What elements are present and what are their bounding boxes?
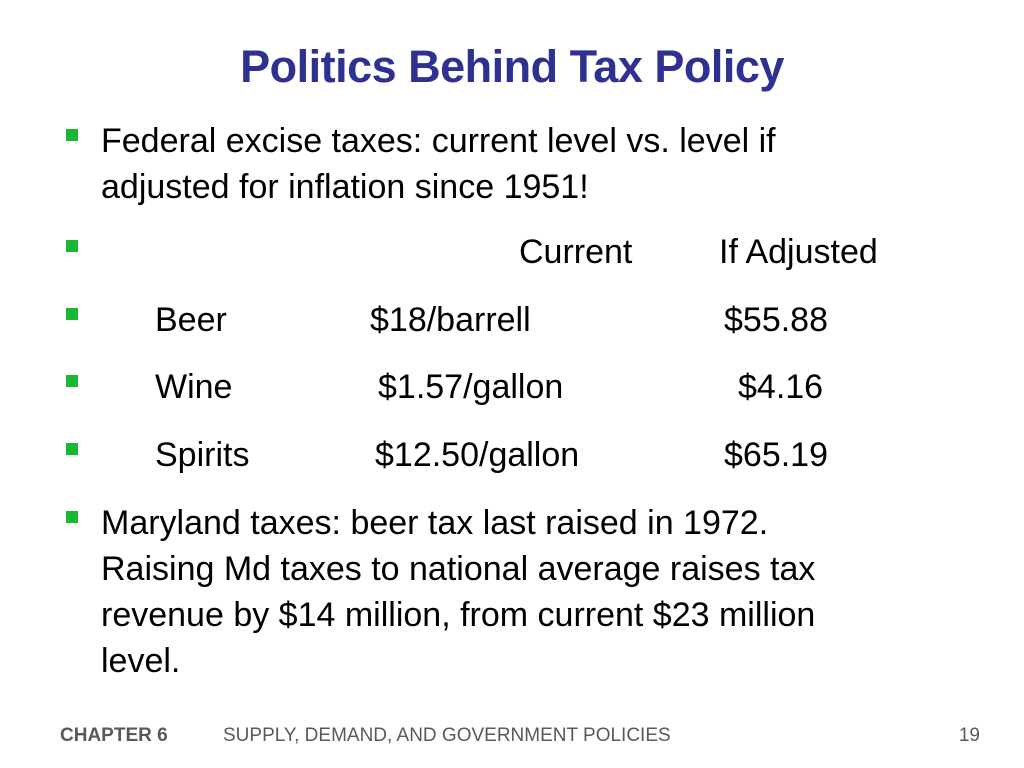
maryland-line-1: Maryland taxes: beer tax last raised in … bbox=[101, 504, 769, 542]
row-wine-adjusted: $4.16 bbox=[738, 368, 824, 406]
row-spirits-current: $12.50/gallon bbox=[375, 436, 580, 474]
maryland-line-3: revenue by $14 million, from current $23… bbox=[101, 596, 816, 634]
maryland-line-2: Raising Md taxes to national average rai… bbox=[101, 550, 816, 588]
row-wine-current: $1.57/gallon bbox=[378, 368, 564, 406]
bullet-marker bbox=[66, 240, 78, 252]
footer-subject: SUPPLY, DEMAND, AND GOVERNMENT POLICIES bbox=[223, 725, 671, 746]
maryland-line-4: level. bbox=[101, 642, 181, 680]
federal-excise-line-2: adjusted for inflation since 1951! bbox=[101, 168, 589, 206]
footer-chapter: CHAPTER 6 bbox=[60, 725, 168, 746]
bullet-marker bbox=[66, 129, 78, 141]
row-wine-name: Wine bbox=[155, 368, 233, 406]
footer-page-number: 19 bbox=[958, 725, 980, 746]
row-spirits-name: Spirits bbox=[155, 436, 250, 474]
row-beer-adjusted: $55.88 bbox=[724, 301, 828, 339]
bullet-marker bbox=[66, 308, 78, 320]
row-beer-name: Beer bbox=[155, 301, 227, 339]
bullet-marker bbox=[66, 375, 78, 387]
federal-excise-line-1: Federal excise taxes: current level vs. … bbox=[101, 122, 776, 160]
header-if-adjusted: If Adjusted bbox=[719, 233, 878, 271]
row-beer-current: $18/barrell bbox=[370, 301, 531, 339]
header-current: Current bbox=[519, 233, 633, 271]
row-spirits-adjusted: $65.19 bbox=[724, 436, 828, 474]
slide-title: Politics Behind Tax Policy bbox=[240, 41, 784, 92]
bullet-marker bbox=[66, 511, 78, 523]
bullet-marker bbox=[66, 443, 78, 455]
